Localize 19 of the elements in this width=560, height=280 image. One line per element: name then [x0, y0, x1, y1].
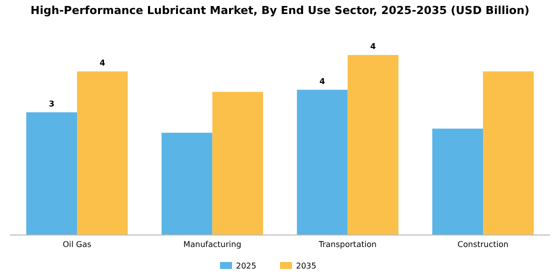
legend-label: 2035 [296, 262, 316, 270]
bar [483, 71, 534, 235]
bar [212, 92, 264, 235]
x-tick-label: Transportation [318, 240, 377, 249]
data-label: 4 [320, 76, 326, 86]
data-label: 3 [48, 99, 54, 108]
legend-label: 2025 [236, 262, 256, 270]
bar [162, 132, 212, 235]
bar [76, 71, 128, 235]
x-tick-label: Oil Gas [62, 240, 92, 249]
data-label: 4 [370, 42, 376, 51]
bar [348, 55, 398, 235]
bar [432, 128, 484, 235]
data-label: 4 [100, 58, 106, 68]
chart-title: High-Performance Lubricant Market, By End Use Sector, 2025-2035 (USD Billion) [30, 4, 530, 17]
x-tick-label: Manufacturing [183, 240, 242, 249]
bar [26, 112, 77, 235]
bar [296, 90, 348, 235]
x-tick-label: Construction [458, 240, 508, 249]
